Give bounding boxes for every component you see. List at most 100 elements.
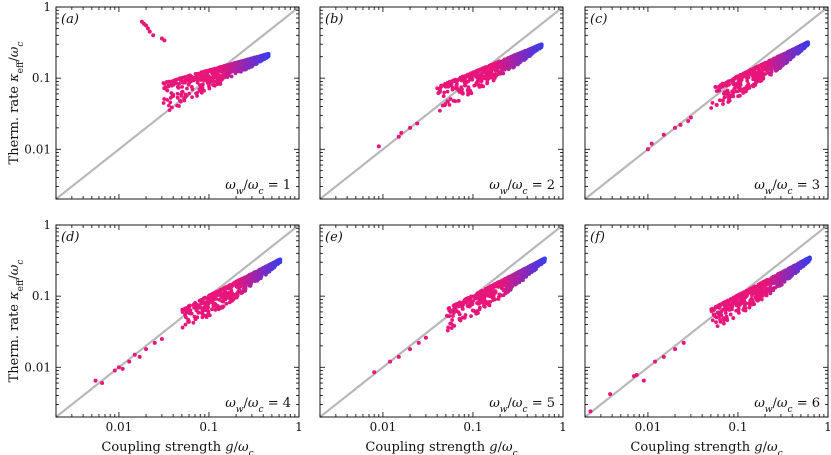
outlier-point (673, 347, 678, 352)
data-point (495, 60, 500, 65)
data-point (747, 305, 752, 310)
data-point (238, 279, 243, 284)
outlier-point (147, 29, 152, 34)
data-point (220, 299, 224, 304)
data-point (166, 83, 171, 88)
data-point (247, 277, 252, 282)
data-point (252, 59, 257, 64)
data-point (488, 299, 493, 304)
data-point (205, 303, 210, 307)
data-point (207, 81, 211, 86)
data-point (210, 307, 214, 312)
data-point (198, 76, 202, 80)
data-point (235, 61, 240, 65)
data-point (451, 78, 456, 83)
data-point (798, 265, 803, 269)
data-point (529, 50, 534, 54)
data-point (450, 318, 454, 322)
data-point (175, 95, 180, 100)
outlier-point (416, 340, 421, 345)
data-point (200, 301, 205, 305)
data-point (737, 300, 742, 304)
data-point (509, 274, 514, 278)
data-point (238, 284, 243, 289)
data-point (456, 78, 460, 83)
data-point (177, 104, 181, 108)
data-point (506, 289, 510, 294)
data-point (448, 82, 452, 87)
data-point (478, 84, 483, 89)
data-point (723, 311, 728, 315)
data-point (775, 272, 780, 277)
data-point (482, 290, 487, 295)
data-point (736, 79, 741, 84)
data-point (527, 269, 531, 274)
plot-frame (319, 6, 564, 200)
data-point (738, 72, 743, 77)
outlier-point (93, 378, 98, 383)
outlier-point (688, 115, 693, 120)
data-point (488, 291, 493, 295)
data-point (497, 65, 502, 70)
outlier-point (661, 354, 666, 359)
outlier-point (132, 352, 137, 357)
data-point (718, 319, 723, 324)
data-point (490, 62, 495, 67)
data-point (476, 311, 480, 315)
data-point (501, 288, 506, 293)
data-point (190, 87, 195, 92)
y-tick-label: 1 (43, 218, 51, 232)
data-point (176, 85, 181, 90)
data-point (513, 282, 518, 287)
data-point (737, 86, 742, 90)
data-point (162, 97, 167, 101)
data-point (526, 48, 530, 52)
data-point (738, 296, 743, 301)
data-point (526, 52, 531, 56)
outlier-point (127, 359, 132, 364)
data-point (791, 51, 796, 56)
ratio-annotation: ωw/ωc = 1 (225, 178, 291, 197)
data-point (179, 94, 184, 98)
data-point (481, 304, 486, 308)
data-point (793, 266, 798, 271)
plot-frame (319, 224, 564, 418)
data-point (777, 283, 782, 288)
data-point (722, 318, 726, 323)
outlier-point (152, 340, 157, 345)
data-point (274, 259, 279, 264)
data-point (768, 290, 772, 294)
data-point (245, 57, 250, 62)
data-point (256, 277, 261, 282)
data-point (195, 78, 199, 83)
data-point (715, 310, 720, 315)
data-point (264, 264, 269, 269)
data-point (181, 309, 186, 314)
data-point (709, 309, 714, 314)
data-point (758, 72, 763, 77)
data-point (232, 292, 237, 297)
data-point (782, 279, 787, 284)
data-point (724, 314, 729, 319)
data-point (468, 301, 473, 305)
y-axis-label: Therm. rate κeff/ωc (7, 42, 26, 165)
data-point (180, 84, 185, 89)
outlier-point (151, 33, 156, 38)
panel-b: (b) ωw/ωc = 2 (319, 6, 564, 200)
data-point (461, 300, 466, 305)
data-point (750, 293, 754, 298)
data-point (247, 64, 252, 69)
data-point (739, 291, 744, 296)
data-point (463, 83, 468, 88)
data-point (445, 99, 450, 104)
data-point (802, 44, 807, 49)
data-point (446, 325, 451, 330)
data-point (786, 266, 791, 271)
outlier-point (608, 392, 613, 397)
data-point (454, 84, 459, 88)
data-point (277, 258, 282, 263)
data-point (469, 294, 474, 299)
data-point (542, 256, 547, 261)
data-point (208, 299, 213, 304)
data-point (198, 71, 203, 76)
